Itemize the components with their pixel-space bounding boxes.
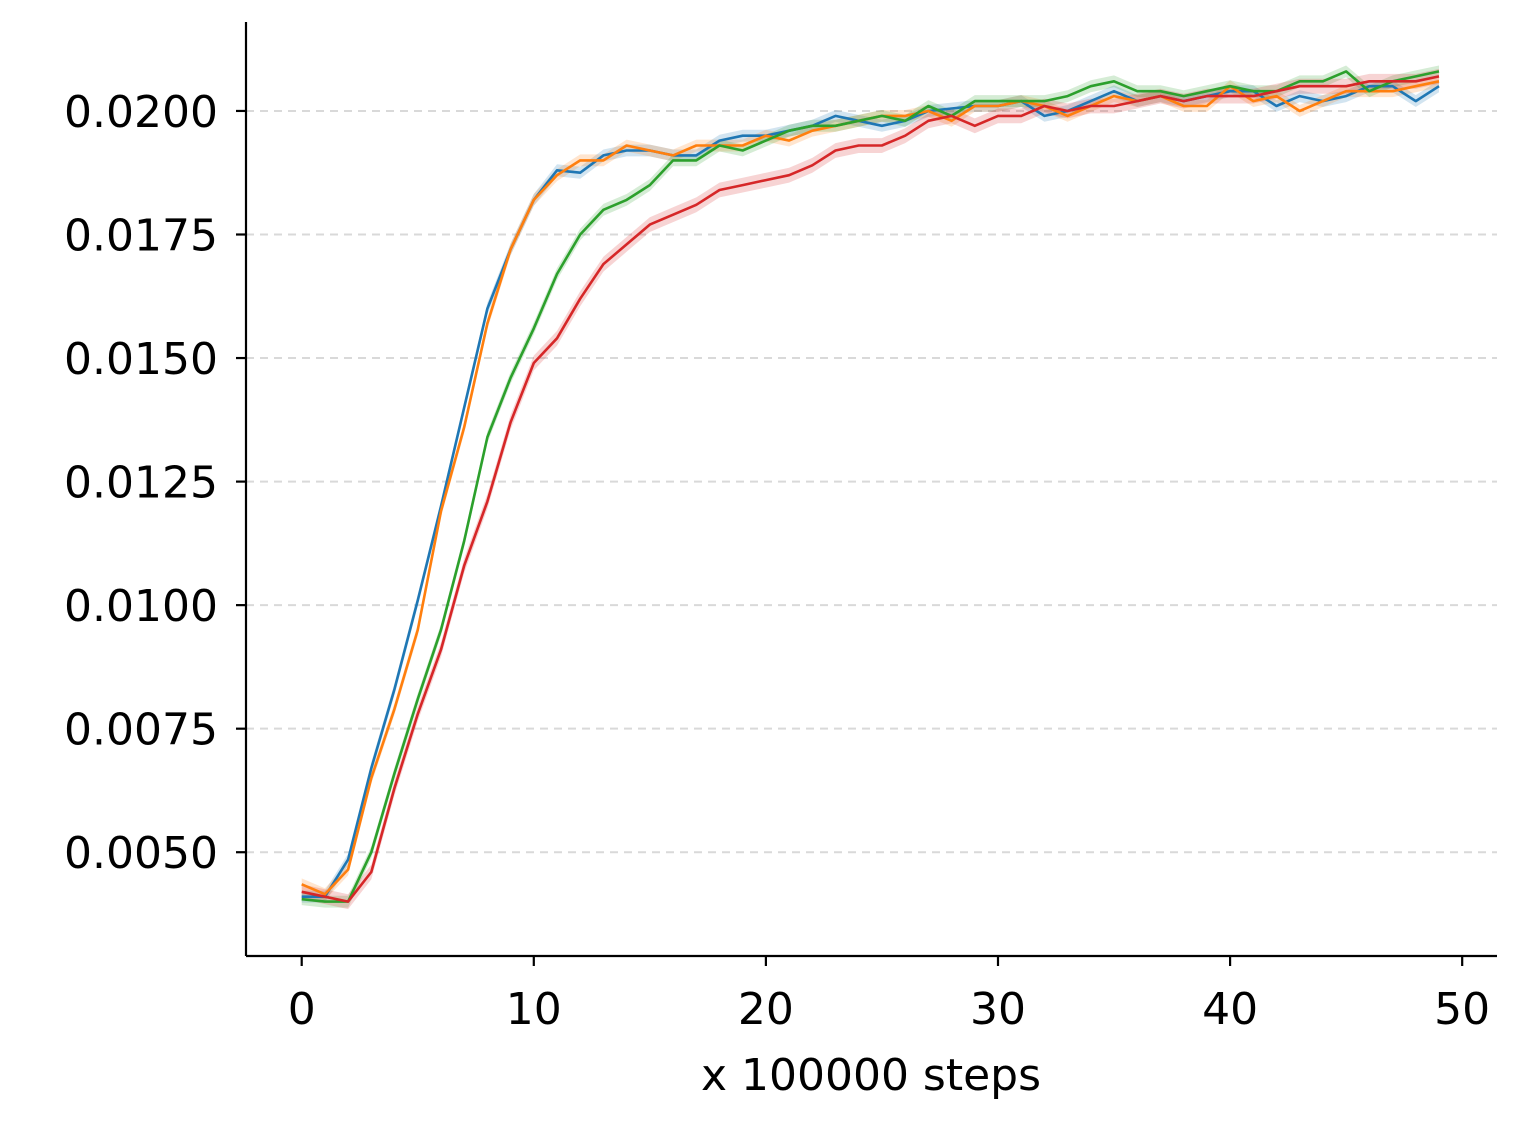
y-ticks: 0.0050 0.0075 0.0100 0.0125 0.0150 0.0175 0.02… [64,87,246,879]
x-tick-label: 20 [738,984,794,1035]
x-axis-label: x 100000 steps [701,1050,1041,1101]
x-tick-label: 0 [288,984,316,1035]
y-tick-label: 0.0075 [64,705,218,756]
series-line-2 [301,70,1440,903]
series-line-0 [301,84,1440,899]
x-tick-label: 50 [1434,984,1490,1035]
gridlines [246,109,1497,854]
series-band-2 [301,65,1440,908]
y-tick-label: 0.0100 [64,581,218,632]
series-band-0 [301,80,1440,903]
series-lines [301,70,1440,903]
y-tick-label: 0.0125 [64,458,218,509]
series-band-1 [301,75,1440,901]
series-band-3 [301,68,1440,910]
confidence-bands [301,65,1440,910]
axes [244,22,1497,958]
y-tick-label: 0.0200 [64,87,218,138]
x-tick-label: 10 [506,984,562,1035]
y-tick-label: 0.0150 [64,334,218,385]
y-tick-label: 0.0050 [64,828,218,879]
x-ticks: 0 10 20 30 40 50 [288,956,1490,1035]
series-line-3 [301,75,1440,903]
x-tick-label: 30 [970,984,1026,1035]
y-tick-label: 0.0175 [64,210,218,261]
x-tick-label: 40 [1202,984,1258,1035]
series-line-1 [301,80,1440,896]
